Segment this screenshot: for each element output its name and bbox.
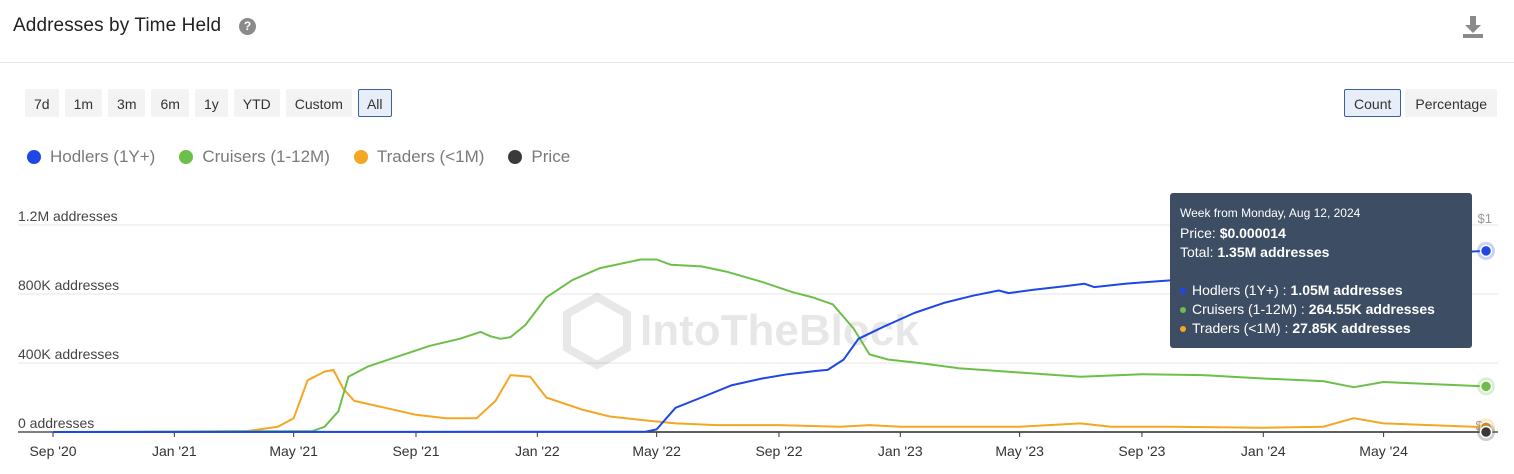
mode-selector: Count Percentage (1344, 89, 1497, 117)
price-tick-label: $1 (1478, 211, 1492, 226)
y-tick-label: 800K addresses (18, 277, 119, 293)
x-tick-label: Sep '20 (29, 443, 76, 459)
watermark-logo: IntoTheBlock (563, 292, 919, 370)
legend-label: Price (531, 147, 571, 166)
series-line-traders (52, 368, 1487, 433)
x-tick-label: Jan '22 (515, 443, 560, 459)
question-circle-icon[interactable]: ? (239, 18, 256, 35)
legend-label: Cruisers (1-12M) (202, 147, 330, 166)
tooltip-row-value: 264.55K addresses (1308, 301, 1435, 317)
legend-item-hodlers[interactable]: Hodlers (1Y+) (27, 147, 155, 167)
x-tick-label: Jan '21 (152, 443, 197, 459)
tooltip-row-label: Traders (<1M) : (1192, 320, 1289, 336)
range-button-1m[interactable]: 1m (64, 89, 103, 117)
marker-cruisers (1479, 380, 1493, 393)
x-tick-label: Sep '22 (755, 443, 802, 459)
tooltip-row-label: Cruisers (1-12M) : (1192, 301, 1305, 317)
range-button-3m[interactable]: 3m (108, 89, 146, 117)
addresses-chart: 0 addresses 400K addresses 800K addresses 1… (18, 208, 1498, 459)
x-tick-label: May '23 (995, 443, 1044, 459)
tooltip-row-label: Hodlers (1Y+) : (1192, 282, 1287, 298)
x-tick-label: Sep '21 (392, 443, 439, 459)
y-tick-label: 400K addresses (18, 346, 119, 362)
y-tick-label: 1.2M addresses (18, 208, 118, 224)
panel-header: Addresses by Time Held ? (0, 0, 1514, 63)
watermark-hex-icon (563, 292, 631, 370)
tooltip-row: Hodlers (1Y+) :1.05M addresses (1180, 281, 1462, 300)
watermark-text: IntoTheBlock (640, 306, 919, 355)
chart-legend: Hodlers (1Y+) Cruisers (1-12M) Traders (<1… (27, 147, 570, 167)
tooltip-dot-icon (1180, 287, 1186, 294)
x-tick-label: Jan '24 (1241, 443, 1286, 459)
range-button-1y[interactable]: 1y (194, 89, 228, 117)
tooltip-row: Cruisers (1-12M) :264.55K addresses (1180, 300, 1462, 319)
page-title: Addresses by Time Held (13, 15, 222, 36)
download-icon[interactable] (1462, 15, 1484, 39)
x-tick-label: May '22 (632, 443, 681, 459)
range-selector: 7d 1m 3m 6m 1y YTD Custom All (25, 89, 392, 117)
legend-dot-icon (27, 150, 41, 164)
legend-label: Traders (<1M) (376, 147, 485, 166)
range-button-ytd[interactable]: YTD (233, 89, 280, 117)
tooltip-date: Week from Monday, Aug 12, 2024 (1180, 206, 1361, 220)
x-tick-label: May '24 (1359, 443, 1408, 459)
tooltip-row-value: 1.05M addresses (1290, 282, 1403, 298)
tooltip-price: Price: $0.000014 (1180, 225, 1286, 241)
tooltip-total: Total: 1.35M addresses (1180, 244, 1330, 260)
range-button-7d[interactable]: 7d (25, 89, 59, 117)
legend-dot-icon (353, 150, 368, 164)
legend-label: Hodlers (1Y+) (50, 147, 156, 166)
legend-dot-icon (508, 150, 523, 164)
tooltip-dot-icon (1180, 306, 1186, 313)
legend-item-price[interactable]: Price (508, 147, 570, 167)
y-tick-label: 0 addresses (18, 415, 94, 431)
legend-item-traders[interactable]: Traders (<1M) (353, 147, 485, 167)
legend-item-cruisers[interactable]: Cruisers (1-12M) (179, 147, 330, 167)
range-button-6m[interactable]: 6m (151, 89, 189, 117)
tooltip-row: Traders (<1M) :27.85K addresses (1180, 319, 1462, 338)
x-tick-label: Jan '23 (878, 443, 923, 459)
tooltip-dot-icon (1180, 325, 1186, 332)
range-button-custom[interactable]: Custom (285, 89, 352, 117)
marker-price (1479, 425, 1493, 439)
legend-dot-icon (179, 150, 194, 164)
x-tick-label: Sep '23 (1118, 443, 1165, 459)
x-tick-label: May '21 (269, 443, 318, 459)
tooltip-row-value: 27.85K addresses (1292, 320, 1411, 336)
series-line-cruisers (52, 258, 1487, 433)
chart-tooltip: Week from Monday, Aug 12, 2024 Price: $0… (1170, 193, 1472, 348)
mode-button-count[interactable]: Count (1344, 89, 1402, 117)
marker-hodlers (1479, 244, 1493, 258)
mode-button-percentage[interactable]: Percentage (1405, 89, 1497, 117)
range-button-all[interactable]: All (357, 89, 392, 117)
